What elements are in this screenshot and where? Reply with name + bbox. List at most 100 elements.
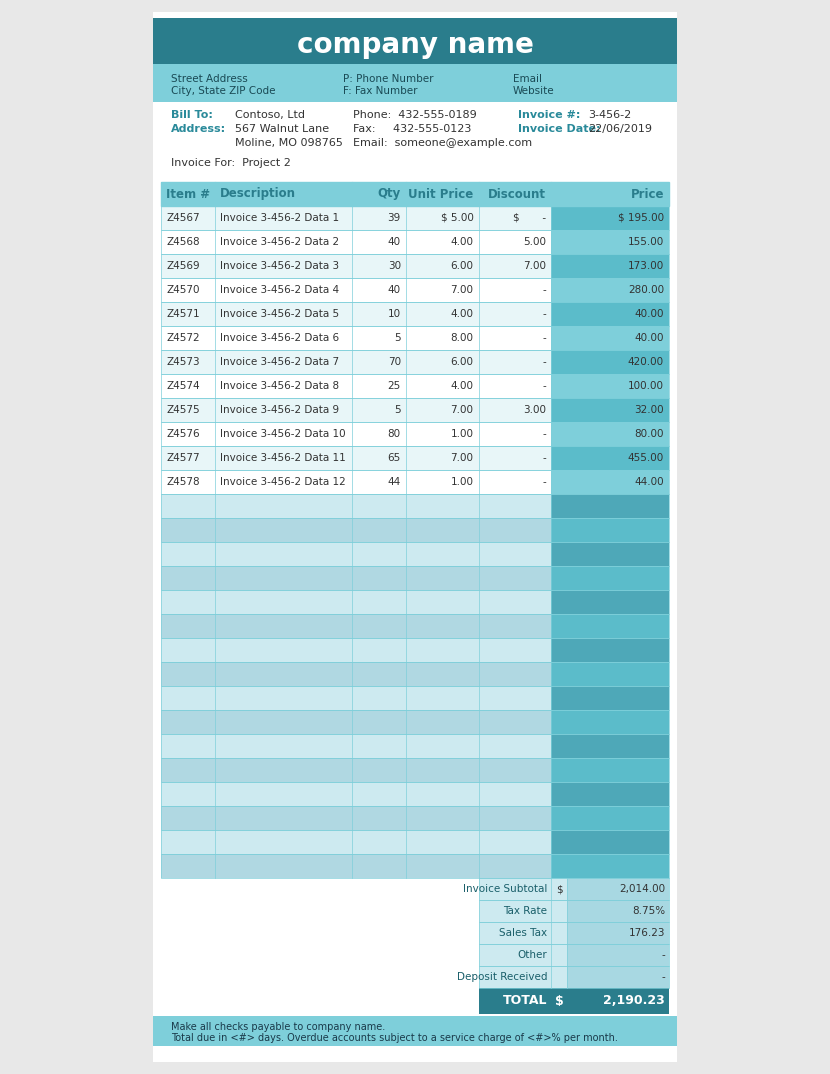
Bar [161,854,669,879]
Bar [161,206,669,230]
Text: Z4577: Z4577 [166,453,200,463]
Bar [551,806,669,830]
Bar [551,326,669,350]
Text: Address:: Address: [171,124,226,134]
Text: Invoice 3-456-2 Data 1: Invoice 3-456-2 Data 1 [220,213,339,223]
Text: 6.00: 6.00 [451,357,473,367]
Bar [551,590,669,614]
Bar [161,590,669,614]
Text: -: - [542,381,546,391]
Bar [161,686,551,710]
Text: Invoice 3-456-2 Data 2: Invoice 3-456-2 Data 2 [220,237,339,247]
Bar [161,278,551,302]
Text: 80.00: 80.00 [634,429,664,439]
Bar [551,542,669,566]
Text: 2,190.23: 2,190.23 [603,995,665,1007]
Bar [551,350,669,374]
Bar [161,806,669,830]
Bar [161,830,669,854]
Bar [161,710,551,734]
Bar [479,988,669,1014]
Bar [161,782,669,806]
Text: TOTAL: TOTAL [503,995,547,1007]
Text: -: - [542,453,546,463]
Text: 44: 44 [388,477,401,487]
Bar [161,446,669,470]
Bar [161,566,669,590]
Text: 155.00: 155.00 [627,237,664,247]
Text: Invoice Date:: Invoice Date: [518,124,600,134]
Text: Invoice 3-456-2 Data 10: Invoice 3-456-2 Data 10 [220,429,346,439]
Bar [161,662,551,686]
Text: 100.00: 100.00 [628,381,664,391]
Text: Z4576: Z4576 [166,429,200,439]
Text: Z4570: Z4570 [166,285,199,295]
Text: Street Address: Street Address [171,74,247,84]
Text: Discount: Discount [488,188,546,201]
Text: 4.00: 4.00 [451,309,473,319]
Text: 3.00: 3.00 [523,405,546,415]
Bar [551,686,669,710]
Bar [479,879,551,900]
Text: City, State ZIP Code: City, State ZIP Code [171,86,276,96]
Bar [551,253,669,278]
Bar [161,614,551,638]
Bar [161,710,669,734]
Text: Invoice 3-456-2 Data 4: Invoice 3-456-2 Data 4 [220,285,339,295]
Bar [161,470,551,494]
Bar [161,566,551,590]
Text: Invoice For:  Project 2: Invoice For: Project 2 [171,158,290,168]
Bar [161,494,669,518]
Bar [153,1016,677,1046]
Bar [551,374,669,398]
Text: 32.00: 32.00 [634,405,664,415]
Bar [479,966,551,988]
Text: $: $ [556,884,563,894]
Bar [161,422,551,446]
Text: Invoice 3-456-2 Data 3: Invoice 3-456-2 Data 3 [220,261,339,271]
Text: 40: 40 [388,285,401,295]
Text: $: $ [554,995,564,1007]
Bar [161,734,669,758]
Text: Invoice 3-456-2 Data 6: Invoice 3-456-2 Data 6 [220,333,339,343]
Bar [161,350,669,374]
Bar [551,758,669,782]
Bar [161,542,551,566]
Text: 39: 39 [388,213,401,223]
Text: 1.00: 1.00 [451,477,473,487]
Bar [161,830,551,854]
Text: Other: Other [517,950,547,960]
Bar [551,302,669,326]
Text: Moline, MO 098765: Moline, MO 098765 [235,137,343,148]
Text: Z4573: Z4573 [166,357,200,367]
Bar [161,206,551,230]
Text: $       -: $ - [513,213,546,223]
Text: Z4568: Z4568 [166,237,200,247]
Bar [161,638,551,662]
Bar [161,326,551,350]
Bar [161,542,669,566]
Text: 176.23: 176.23 [628,928,665,938]
Text: -: - [542,333,546,343]
Text: 5: 5 [394,333,401,343]
Bar [551,900,567,921]
Text: -: - [542,309,546,319]
Text: Qty: Qty [378,188,401,201]
Bar [161,686,669,710]
Bar [153,12,677,1062]
Text: 30: 30 [388,261,401,271]
Bar [551,230,669,253]
Text: 7.00: 7.00 [451,453,473,463]
Text: Unit Price: Unit Price [408,188,473,201]
Text: 70: 70 [388,357,401,367]
Text: Z4571: Z4571 [166,309,200,319]
Text: -: - [542,477,546,487]
Text: Invoice Subtotal: Invoice Subtotal [463,884,547,894]
Bar [551,494,669,518]
Bar [551,398,669,422]
Text: 173.00: 173.00 [627,261,664,271]
Text: 65: 65 [388,453,401,463]
Bar [551,446,669,470]
Text: 5.00: 5.00 [523,237,546,247]
Bar [161,398,551,422]
